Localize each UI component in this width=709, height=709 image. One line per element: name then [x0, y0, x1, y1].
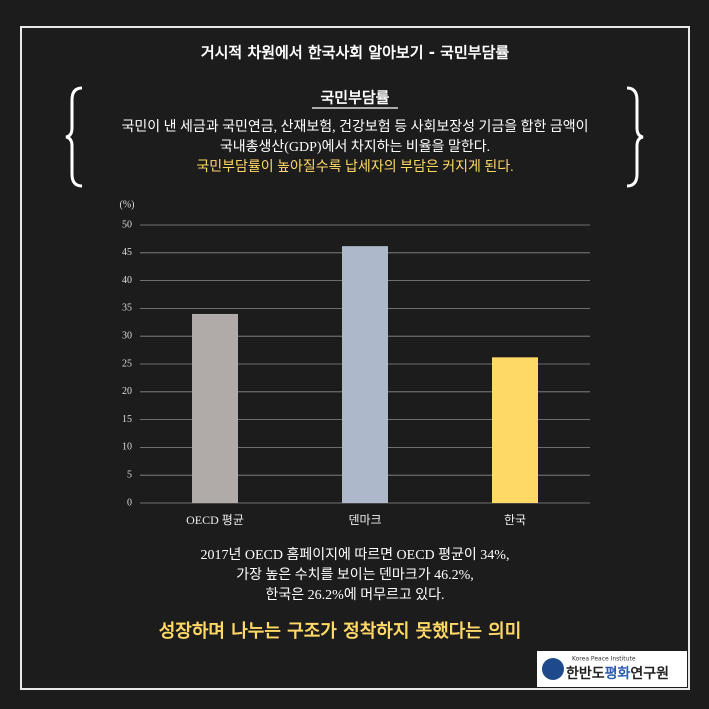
definition-line: 국민이 낸 세금과 국민연금, 산재보험, 건강보험 등 사회보장성 기금을 합… — [121, 119, 588, 135]
y-tick-label: 20 — [122, 386, 132, 397]
frame — [20, 26, 690, 690]
y-tick-label: 0 — [127, 497, 132, 508]
y-tick-label: 30 — [122, 330, 132, 341]
note-line: 한국은 26.2%에 머무르고 있다. — [266, 587, 445, 603]
x-tick-label: OECD 평균 — [186, 513, 244, 527]
y-tick-label: 15 — [122, 414, 132, 425]
left-bracket — [65, 86, 83, 188]
x-tick-label: 한국 — [504, 513, 526, 527]
note-line: 가장 높은 수치를 보이는 덴마크가 46.2%, — [236, 567, 473, 583]
note-line: 2017년 OECD 홈페이지에 따르면 OECD 평균이 34%, — [201, 547, 510, 563]
logo-name-part: 연구원 — [630, 666, 669, 682]
logo-name-part: 평화 — [605, 665, 631, 682]
y-tick-label: 25 — [122, 358, 132, 369]
definition-highlight: 국민부담률이 높아질수록 납세자의 부담은 커지게 된다. — [196, 159, 513, 175]
y-tick-label: 40 — [122, 275, 132, 286]
logo-name: 한반도평화연구원 — [566, 665, 669, 682]
right-bracket — [626, 86, 644, 188]
logo-subtitle: Korea Peace Institute — [572, 656, 636, 663]
logo-name-part: 한반도 — [566, 665, 605, 682]
bar — [492, 357, 538, 503]
y-tick-label: 35 — [122, 303, 132, 314]
bar — [342, 246, 388, 504]
bar-chart: (%) 0 5 10 15 20 25 30 35 40 45 50 OECD 평균 덴마크 한국 — [120, 199, 590, 527]
y-tick-label: 10 — [122, 442, 132, 453]
logo-emblem — [542, 658, 564, 680]
x-tick-label: 덴마크 — [348, 513, 381, 527]
definition-term: 국민부담률 — [320, 89, 389, 107]
y-tick-label: 50 — [122, 219, 132, 230]
bar — [192, 313, 238, 503]
title: 거시적 차원에서 한국사회 알아보기 - 국민부담률 — [201, 44, 510, 62]
definition-line: 국내총생산(GDP)에서 차지하는 비율을 말한다. — [220, 139, 490, 155]
conclusion: 성장하며 나누는 구조가 정착하지 못했다는 의미 — [159, 621, 522, 642]
y-tick-label: 45 — [122, 247, 132, 258]
y-axis-label: (%) — [120, 199, 135, 210]
y-tick-label: 5 — [127, 469, 132, 480]
